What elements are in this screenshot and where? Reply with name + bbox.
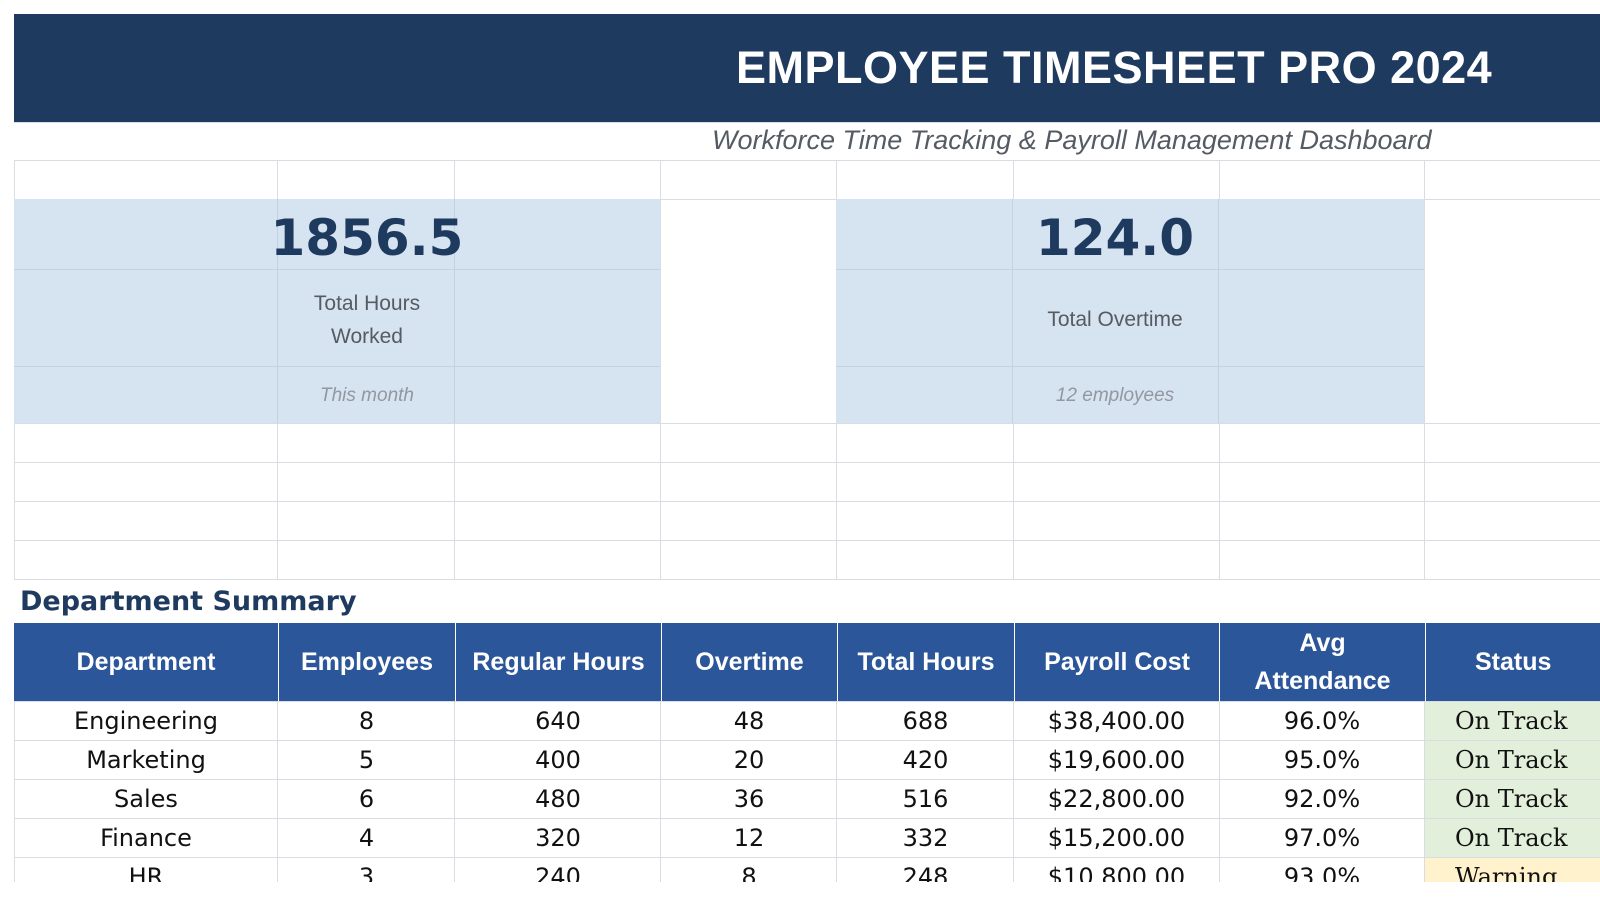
table-cell-total-hours[interactable]: 516: [902, 785, 949, 813]
kpi-label: Total Overtime: [965, 303, 1265, 336]
gridline: [14, 160, 1600, 161]
table-cell-employees[interactable]: 4: [358, 824, 375, 852]
gridline: [1424, 701, 1425, 882]
table-cell-avg-attendance[interactable]: 93.0%: [1283, 863, 1361, 882]
table-cell-total-hours[interactable]: 420: [902, 746, 949, 774]
gridline: [14, 701, 1600, 702]
kpi-label: Total Hours Worked: [217, 287, 517, 353]
table-cell-avg-attendance[interactable]: 97.0%: [1283, 824, 1361, 852]
table-cell-status[interactable]: On Track: [1425, 780, 1600, 818]
table-cell-payroll-cost[interactable]: $22,800.00: [1047, 785, 1186, 813]
page-subtitle: Workforce Time Tracking & Payroll Manage…: [712, 125, 1432, 155]
gridline: [1219, 701, 1220, 882]
table-cell-department[interactable]: Finance: [100, 824, 192, 852]
kpi-note: 12 employees: [1055, 385, 1175, 406]
table-cell-status[interactable]: On Track: [1425, 702, 1600, 740]
page-title: EMPLOYEE TIMESHEET PRO 2024: [736, 42, 1493, 93]
table-cell-regular-hours[interactable]: 640: [535, 707, 581, 735]
gridline: [454, 701, 455, 882]
table-cell-overtime[interactable]: 20: [733, 746, 765, 774]
table-cell-status[interactable]: On Track: [1425, 819, 1600, 857]
table-cell-avg-attendance[interactable]: 92.0%: [1283, 785, 1361, 813]
gridline: [14, 540, 1600, 541]
gridline: [14, 818, 1600, 819]
table-cell-avg-attendance[interactable]: 95.0%: [1283, 746, 1361, 774]
table-cell-employees[interactable]: 3: [358, 863, 375, 882]
kpi-card-total-hours: 1856.5 Total Hours Worked This month: [14, 199, 660, 423]
column-header-department[interactable]: Department: [76, 648, 216, 676]
column-header-employees[interactable]: Employees: [278, 623, 455, 701]
table-cell-regular-hours[interactable]: 320: [535, 824, 581, 852]
table-cell-overtime[interactable]: 8: [741, 863, 757, 882]
spreadsheet[interactable]: EMPLOYEE TIMESHEET PRO 2024 Workforce Ti…: [14, 14, 1600, 882]
gridline: [14, 779, 1600, 780]
table-cell-regular-hours[interactable]: 240: [535, 863, 581, 882]
gridline: [836, 701, 837, 882]
gridline: [1424, 160, 1425, 579]
table-cell-overtime[interactable]: 12: [733, 824, 765, 852]
title-banner: EMPLOYEE TIMESHEET PRO 2024: [14, 14, 1600, 122]
table-cell-department[interactable]: Sales: [114, 785, 178, 813]
table-cell-department[interactable]: Marketing: [86, 746, 206, 774]
kpi-label-line1: Total Hours: [313, 292, 421, 315]
gridline: [14, 740, 1600, 741]
kpi-note: This month: [320, 385, 414, 406]
gridline: [14, 199, 1600, 200]
gridline: [660, 160, 661, 579]
table-cell-regular-hours[interactable]: 400: [535, 746, 581, 774]
kpi-value: 124.0: [1035, 209, 1195, 267]
gridline: [14, 462, 1600, 463]
table-cell-status[interactable]: Warning: [1425, 858, 1600, 882]
section-title-department-summary: Department Summary: [20, 586, 357, 617]
column-header-total-hours[interactable]: Total Hours: [837, 623, 1014, 701]
table-cell-overtime[interactable]: 36: [733, 785, 765, 813]
table-cell-employees[interactable]: 6: [358, 785, 375, 813]
gridline: [14, 701, 15, 882]
table-cell-status[interactable]: On Track: [1425, 741, 1600, 779]
column-header-avg-attendance[interactable]: Avg Attendance: [1219, 623, 1425, 701]
table-cell-payroll-cost[interactable]: $19,600.00: [1047, 746, 1186, 774]
table-cell-payroll-cost[interactable]: $10,800.00: [1047, 863, 1186, 882]
gridline: [277, 701, 278, 882]
kpi-label-line1: Total Overtime: [1047, 308, 1183, 331]
kpi-label-line2: Worked: [331, 325, 403, 348]
column-header-status[interactable]: Status: [1425, 623, 1600, 701]
table-cell-overtime[interactable]: 48: [733, 707, 765, 735]
gridline: [14, 122, 1600, 123]
table-cell-total-hours[interactable]: 688: [902, 707, 949, 735]
table-cell-total-hours[interactable]: 248: [902, 863, 949, 882]
table-cell-total-hours[interactable]: 332: [902, 824, 949, 852]
table-cell-department[interactable]: HR: [128, 863, 164, 882]
gridline: [14, 501, 1600, 502]
gridline: [14, 579, 1600, 580]
column-header-regular-hours[interactable]: Regular Hours: [455, 623, 661, 701]
table-cell-regular-hours[interactable]: 480: [535, 785, 581, 813]
table-cell-avg-attendance[interactable]: 96.0%: [1283, 707, 1361, 735]
gridline: [660, 701, 661, 882]
kpi-card-total-overtime: 124.0 Total Overtime 12 employees: [836, 199, 1424, 423]
column-header-payroll-cost[interactable]: Payroll Cost: [1014, 623, 1219, 701]
gridline: [14, 857, 1600, 858]
table-cell-employees[interactable]: 8: [358, 707, 375, 735]
table-cell-payroll-cost[interactable]: $38,400.00: [1047, 707, 1186, 735]
table-cell-department[interactable]: Engineering: [74, 707, 218, 735]
gridline: [1013, 701, 1014, 882]
table-cell-employees[interactable]: 5: [358, 746, 375, 774]
table-cell-payroll-cost[interactable]: $15,200.00: [1047, 824, 1186, 852]
column-header-overtime[interactable]: Overtime: [661, 623, 837, 701]
kpi-value: 1856.5: [270, 209, 464, 267]
table-header: Department Employees Regular Hours Overt…: [14, 623, 1600, 701]
gridline: [14, 423, 1600, 424]
